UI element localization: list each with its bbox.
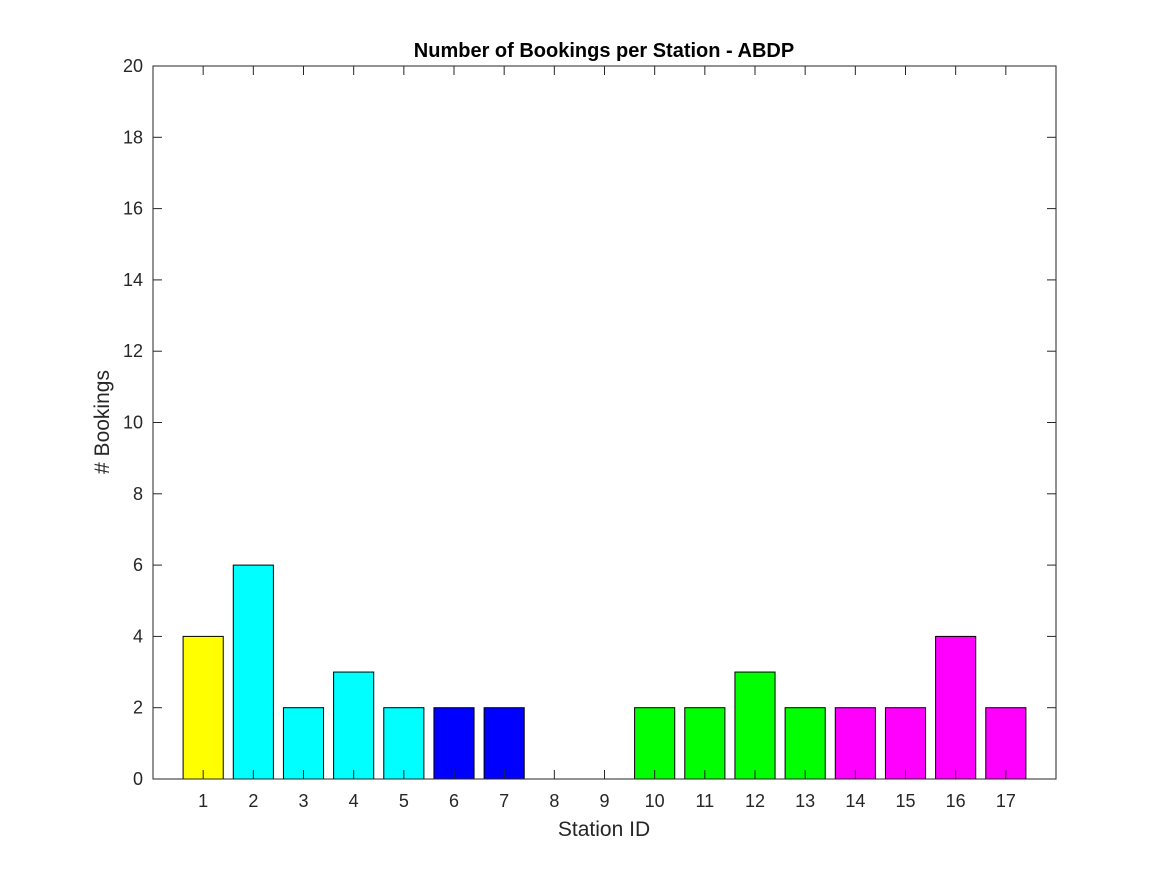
y-axis-label: # Bookings <box>91 370 114 474</box>
x-tick-label: 9 <box>599 791 609 811</box>
bar-station-2 <box>232 564 274 780</box>
bar-station-16 <box>935 635 977 780</box>
y-tick-label: 8 <box>133 484 143 504</box>
x-tick-label: 11 <box>695 791 714 811</box>
x-tick-label: 1 <box>198 791 208 811</box>
y-tick-label: 12 <box>123 341 143 361</box>
bar-station-1 <box>182 635 224 780</box>
x-tick-label: 8 <box>549 791 559 811</box>
x-tick-label: 4 <box>349 791 359 811</box>
y-tick-label: 16 <box>123 199 143 219</box>
x-tick-label: 5 <box>399 791 409 811</box>
x-tick-label: 6 <box>449 791 459 811</box>
y-tick-label: 6 <box>133 555 143 575</box>
x-tick-label: 2 <box>248 791 258 811</box>
bar-station-7 <box>483 707 525 780</box>
x-tick-label: 14 <box>845 791 865 811</box>
bar-station-10 <box>634 707 676 780</box>
chart-title: Number of Bookings per Station - ABDP <box>414 40 794 62</box>
x-tick-label: 13 <box>795 791 815 811</box>
y-tick-label: 14 <box>123 270 143 290</box>
y-tick-label: 4 <box>133 626 143 646</box>
bar-station-4 <box>333 671 375 780</box>
x-axis-label: Station ID <box>558 818 650 841</box>
tick-labels-group: 1 2 3 4 5 6 7 8 9 10 11 12 13 14 15 16 17024681012141618… <box>123 56 1016 811</box>
y-tick-label: 20 <box>123 56 143 76</box>
bar-station-12 <box>734 671 776 780</box>
x-tick-label: 12 <box>745 791 765 811</box>
bar-station-14 <box>834 707 876 780</box>
y-tick-label: 2 <box>133 698 143 718</box>
x-tick-label: 10 <box>645 791 665 811</box>
x-tick-label: 15 <box>895 791 915 811</box>
x-tick-label: 3 <box>298 791 308 811</box>
plot-frame <box>152 65 1057 780</box>
bar-station-6 <box>433 707 475 780</box>
bar-station-17 <box>985 707 1027 780</box>
x-tick-label: 16 <box>946 791 966 811</box>
bar-station-5 <box>383 707 425 780</box>
y-tick-label: 0 <box>133 769 143 789</box>
bars-group <box>182 564 1027 780</box>
bar-station-15 <box>884 707 927 780</box>
x-tick-label: 17 <box>996 791 1016 811</box>
plot-area <box>153 66 1056 779</box>
bar-station-13 <box>784 707 826 780</box>
bar-station-3 <box>282 707 325 780</box>
y-tick-label: 10 <box>123 413 143 433</box>
x-tick-label: 7 <box>499 791 509 811</box>
bar-station-11 <box>684 707 726 780</box>
y-tick-label: 18 <box>123 127 143 147</box>
